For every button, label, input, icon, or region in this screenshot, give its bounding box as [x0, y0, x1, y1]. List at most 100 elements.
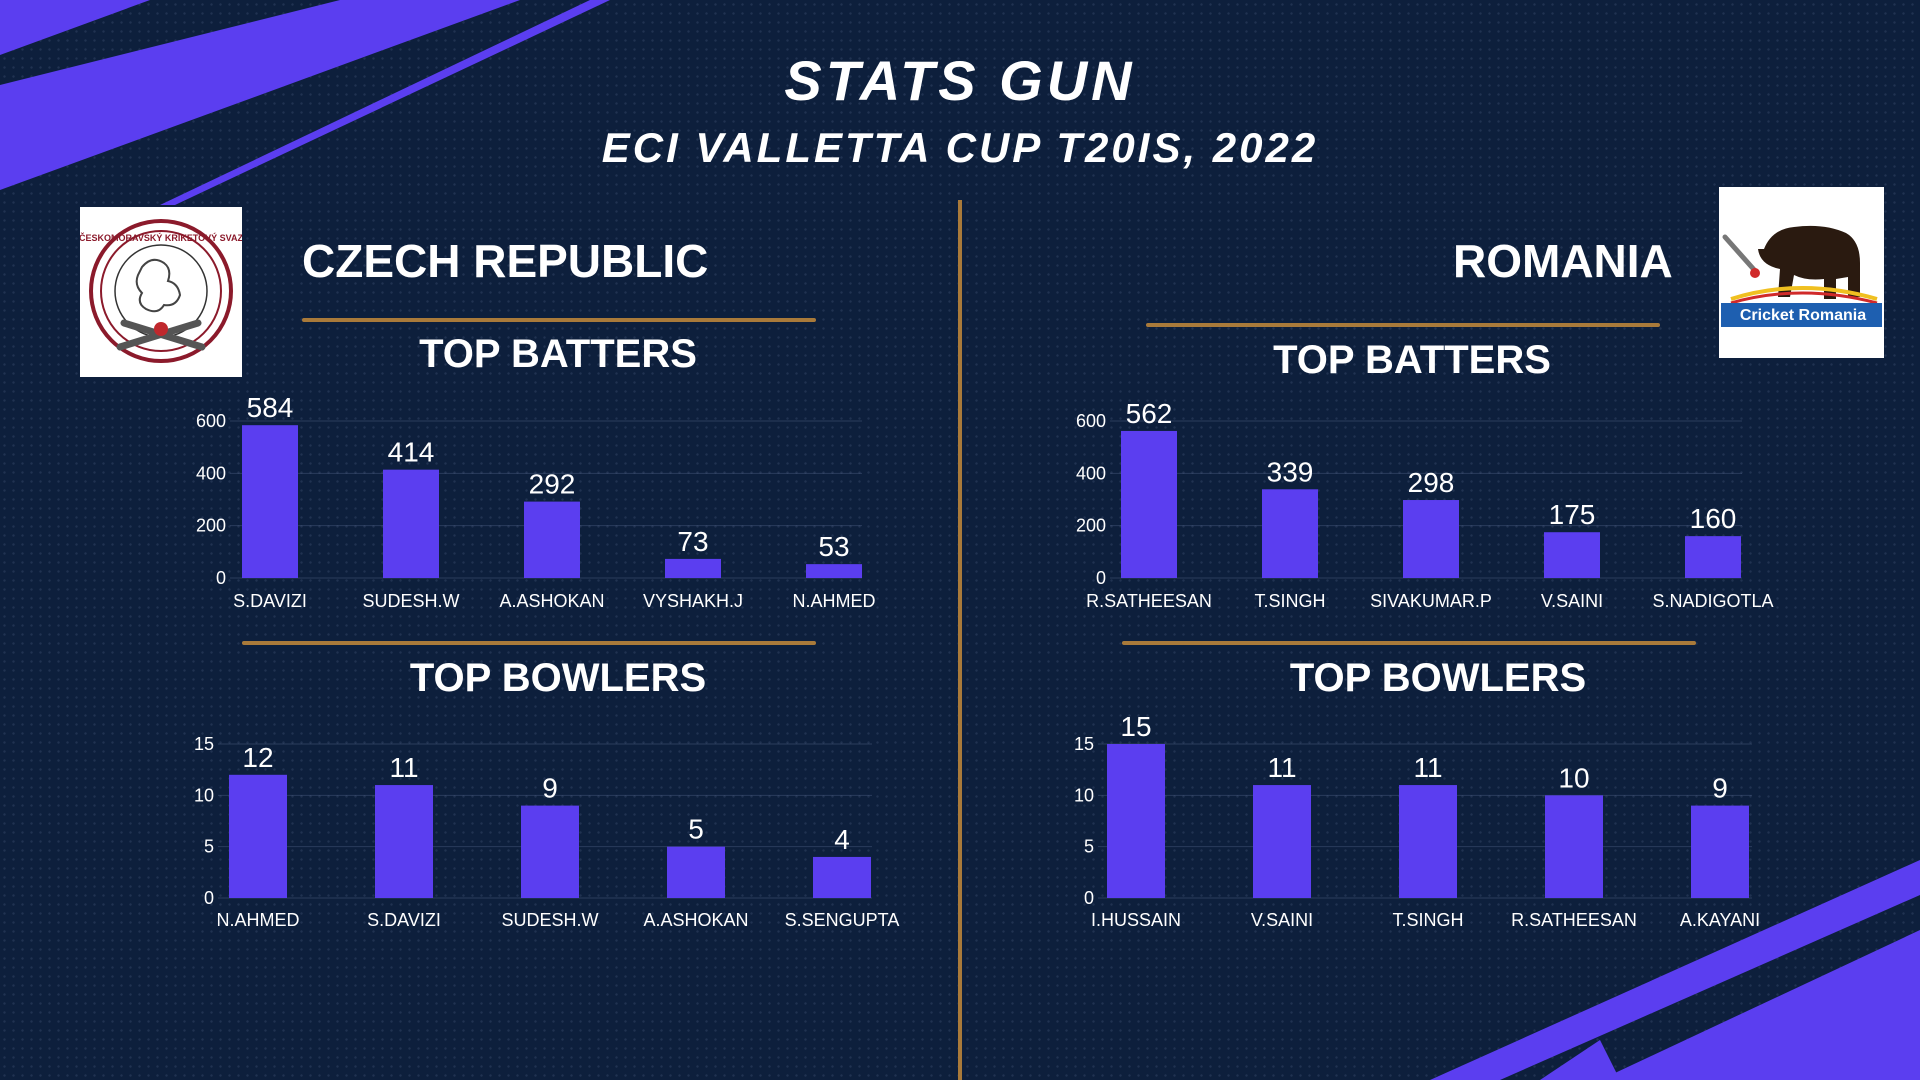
romania-name-underline — [1146, 323, 1660, 327]
czech-batters-bar — [242, 425, 298, 578]
romania-bowlers-category-label: T.SINGH — [1392, 910, 1463, 930]
romania-batters-category-label: T.SINGH — [1254, 591, 1325, 611]
romania-bowlers-bar — [1253, 785, 1311, 898]
romania-logo-text: Cricket Romania — [1740, 307, 1866, 324]
romania-batters-bar — [1121, 430, 1177, 578]
romania-bowlers-y-tick-label: 10 — [1074, 785, 1094, 805]
bottom-right-stripe-1 — [1430, 860, 1920, 1080]
romania-bowlers-value-label: 10 — [1558, 762, 1589, 793]
romania-team-name: ROMANIA — [1453, 235, 1673, 287]
czech-logo: ČESKOMORAVSKÝ KRIKETOVÝ SVAZ — [79, 207, 244, 377]
czech-batters-value-label: 414 — [388, 437, 435, 468]
romania-batters-y-tick-label: 600 — [1076, 411, 1106, 431]
czech-batters-chart: 0 200 400 600 584 S.DAVIZI 414 SUDESH.W 292 A.ASH… — [196, 392, 876, 611]
romania-bowlers-category-label: A.KAYANI — [1680, 910, 1760, 930]
czech-batters-value-label: 584 — [247, 392, 294, 423]
romania-batters-bar — [1262, 489, 1318, 578]
romania-batters-value-label: 175 — [1549, 499, 1596, 530]
czech-bowlers-value-label: 9 — [542, 773, 558, 804]
czech-batters-y-tick-label: 200 — [196, 516, 226, 536]
czech-bowlers-category-label: S.SENGUPTA — [785, 910, 900, 930]
czech-section-divider — [242, 641, 816, 645]
czech-batters-category-label: A.ASHOKAN — [499, 591, 604, 611]
romania-section-divider — [1122, 641, 1696, 645]
page-title: STATS GUN — [784, 49, 1136, 112]
romania-bowlers-bar — [1691, 805, 1749, 898]
czech-batters-category-label: S.DAVIZI — [233, 591, 307, 611]
romania-bowlers-bar — [1399, 785, 1457, 898]
czech-batters-value-label: 73 — [677, 526, 708, 557]
romania-batters-category-label: R.SATHEESAN — [1086, 591, 1212, 611]
romania-bowlers-value-label: 9 — [1712, 773, 1728, 804]
czech-bowlers-y-tick-label: 5 — [204, 837, 214, 857]
romania-batters-bar — [1544, 532, 1600, 578]
romania-bowlers-category-label: V.SAINI — [1251, 910, 1313, 930]
czech-bowlers-value-label: 4 — [834, 824, 850, 855]
romania-bowlers-y-tick-label: 5 — [1084, 837, 1094, 857]
romania-batters-chart: 0 200 400 600 562 R.SATHEESAN 339 T.SINGH 298 SIV… — [1076, 398, 1774, 611]
romania-logo: Cricket Romania — [1719, 187, 1884, 358]
czech-bowlers-value-label: 12 — [242, 742, 273, 773]
romania-batters-y-tick-label: 200 — [1076, 516, 1106, 536]
center-divider — [958, 200, 962, 1080]
czech-bowlers-title: TOP BOWLERS — [409, 656, 707, 700]
romania-batters-bar — [1685, 536, 1741, 578]
bottom-right-stripe-2 — [1600, 930, 1920, 1080]
czech-batters-category-label: N.AHMED — [792, 591, 875, 611]
romania-bowlers-y-tick-label: 0 — [1084, 888, 1094, 908]
romania-batters-bar — [1403, 500, 1459, 578]
czech-bowlers-category-label: A.ASHOKAN — [643, 910, 748, 930]
czech-team-name: CZECH REPUBLIC — [302, 235, 709, 287]
czech-batters-bar — [524, 501, 580, 578]
czech-batters-y-tick-label: 0 — [216, 568, 226, 588]
czech-bowlers-y-tick-label: 15 — [194, 734, 214, 754]
romania-bowlers-category-label: R.SATHEESAN — [1511, 910, 1637, 930]
cricket-romania-bear-icon: Cricket Romania — [1721, 225, 1882, 327]
czech-bowlers-value-label: 5 — [688, 814, 704, 845]
top-left-stripe-2 — [0, 0, 520, 190]
czech-bowlers-category-label: SUDESH.W — [501, 910, 598, 930]
romania-batters-y-tick-label: 400 — [1076, 463, 1106, 483]
romania-batters-category-label: S.NADIGOTLA — [1652, 591, 1773, 611]
romania-bowlers-bar — [1545, 795, 1603, 898]
romania-batters-category-label: V.SAINI — [1541, 591, 1603, 611]
czech-batters-bar — [383, 469, 439, 578]
czech-batters-category-label: SUDESH.W — [362, 591, 459, 611]
romania-bowlers-title: TOP BOWLERS — [1289, 656, 1587, 700]
romania-bowlers-category-label: I.HUSSAIN — [1091, 910, 1181, 930]
romania-batters-value-label: 339 — [1267, 456, 1314, 487]
czech-batters-y-tick-label: 400 — [196, 463, 226, 483]
romania-batters-category-label: SIVAKUMAR.P — [1370, 591, 1492, 611]
czech-batters-value-label: 53 — [818, 531, 849, 562]
top-left-stripe-3 — [160, 0, 610, 205]
czech-batters-value-label: 292 — [529, 469, 576, 500]
czech-bowlers-bar — [229, 774, 287, 898]
czech-bowlers-category-label: S.DAVIZI — [367, 910, 441, 930]
czech-batters-category-label: VYSHAKH.J — [643, 591, 743, 611]
romania-batters-value-label: 298 — [1408, 467, 1455, 498]
page-subtitle: ECI VALLETTA CUP T20IS, 2022 — [601, 124, 1319, 171]
romania-bowlers-value-label: 11 — [1267, 752, 1296, 783]
czech-batters-title: TOP BATTERS — [419, 332, 697, 376]
bottom-right-stripe-3 — [1540, 1040, 1620, 1080]
czech-bowlers-bar — [375, 785, 433, 898]
czech-logo-text: ČESKOMORAVSKÝ KRIKETOVÝ SVAZ — [80, 232, 242, 243]
czech-bowlers-bar — [667, 846, 725, 898]
romania-bowlers-value-label: 11 — [1413, 752, 1442, 783]
czech-bowlers-chart: 0 5 10 15 12 N.AHMED 11 S.DAVIZI 9 SUDESH.W 5 A.ASH… — [194, 734, 899, 930]
romania-batters-title: TOP BATTERS — [1273, 338, 1551, 382]
romania-batters-value-label: 562 — [1126, 398, 1173, 429]
romania-batters-value-label: 160 — [1690, 503, 1737, 534]
top-left-stripe-1 — [0, 0, 150, 55]
czech-bowlers-bar — [521, 805, 579, 898]
romania-bowlers-value-label: 15 — [1120, 711, 1151, 742]
czech-bowlers-bar — [813, 856, 871, 898]
czech-name-underline — [302, 318, 816, 322]
czech-bowlers-y-tick-label: 0 — [204, 888, 214, 908]
czech-batters-bar — [665, 558, 721, 578]
czech-batters-bar — [806, 564, 862, 578]
czech-bowlers-category-label: N.AHMED — [216, 910, 299, 930]
romania-batters-y-tick-label: 0 — [1096, 568, 1106, 588]
czech-batters-y-tick-label: 600 — [196, 411, 226, 431]
